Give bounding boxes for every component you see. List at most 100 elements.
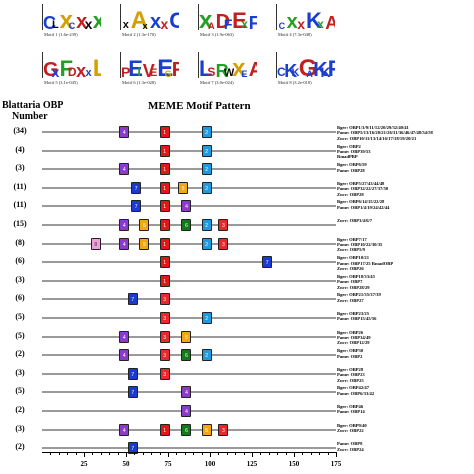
logo-letter: E <box>241 68 248 78</box>
gene-list: Bger: OBP23/25 Pame: OBP15/45/56 <box>337 311 376 322</box>
logo-letter: C <box>278 20 286 30</box>
logo-letter: D <box>215 11 231 30</box>
motif-box-7: 7 <box>131 200 142 213</box>
sequence-track <box>42 372 336 375</box>
motif-box-3: 3 <box>159 312 170 324</box>
gene-line: Bger: OBP23/25 <box>337 311 370 316</box>
x-minor-tick <box>75 452 77 455</box>
sequence-track <box>42 317 336 319</box>
x-tick-label: 100 <box>204 460 216 468</box>
sequence-track <box>42 131 336 133</box>
gene-line: Pame: OBP32/22/27/37/50 <box>337 186 389 192</box>
logo-letter: x <box>84 15 93 30</box>
gene-list: Bger: OBP2 Pame: OBP39/53 RmadPBP <box>337 144 371 160</box>
gene-list: Bger: OBP5/27/43/44/48 Pame: OBP32/22/27/… <box>337 181 388 197</box>
x-minor-tick <box>50 452 52 455</box>
motif-logo-caption: Motif 7 (3.0e-024) <box>200 80 234 85</box>
motif-box-5: 5 <box>139 237 150 250</box>
logo-letter: x <box>85 67 92 78</box>
x-minor-tick <box>319 452 321 455</box>
gene-line: RmadPBP <box>337 154 358 160</box>
x-minor-tick <box>151 452 153 455</box>
sequence-track <box>42 261 336 264</box>
gene-list: Bger: OBP42/47 Pame: OBP6/33/42 <box>337 385 374 396</box>
gene-line: Zncv: OBP28 <box>337 191 364 197</box>
motif-box-8: 8 <box>90 237 101 250</box>
gene-list: Bger: OBP46 Pame: OBP14 <box>337 404 365 415</box>
obp-count: (5) <box>15 330 25 340</box>
motif-logo-caption: Motif 3 (1.9e-063) <box>200 32 234 37</box>
motif-box-7: 7 <box>262 256 273 269</box>
logo-letter: L <box>52 19 59 30</box>
left-subtitle: Number <box>12 111 48 122</box>
motif-box-6: 6 <box>181 423 192 436</box>
motif-box-4: 4 <box>119 237 130 250</box>
logo-letter: x <box>76 11 88 30</box>
motif-box-4: 4 <box>181 200 192 213</box>
logo-letter: C <box>169 10 179 30</box>
logo-letter: L <box>93 56 101 78</box>
obp-count: (3) <box>15 274 25 284</box>
motif-logo-letters: CKKGAKKF <box>276 52 335 78</box>
motif-box-3: 3 <box>159 330 170 343</box>
logo-letter: K <box>313 59 328 78</box>
logo-letter: x <box>76 60 87 78</box>
gene-list: Bger: OBP30 Pame: OBP2 <box>337 348 363 359</box>
obp-count: (4) <box>15 144 25 154</box>
obp-count: (15) <box>13 219 27 228</box>
obp-count: (5) <box>15 312 25 321</box>
motif-box-6: 6 <box>181 349 192 362</box>
x-minor-tick <box>218 452 220 455</box>
motif-box-1: 1 <box>159 219 170 231</box>
logo-letter: A <box>130 6 148 30</box>
x-minor-tick <box>176 452 178 455</box>
logo-letter: W <box>223 67 235 78</box>
logo-letter: P <box>121 63 131 78</box>
motif-box-5: 5 <box>178 181 189 194</box>
sequence-track <box>42 186 336 189</box>
gene-list: Bger: OBP1/3/9/11/12/20/29/32/40/41 Pame:… <box>337 125 433 141</box>
motif-box-1: 1 <box>159 274 170 287</box>
logo-letter: K <box>284 60 298 78</box>
gene-line: Bger: OBP28 <box>337 366 364 372</box>
x-minor-tick <box>58 452 60 455</box>
sequence-track <box>42 149 336 152</box>
motif-box-4: 4 <box>119 423 130 436</box>
gene-line: Bger: OBP9/40 <box>337 422 367 428</box>
motif-box-5: 5 <box>181 330 192 343</box>
x-minor-tick <box>67 452 69 455</box>
gene-line: Bger: OBP2 <box>337 143 361 149</box>
gene-line: Pame: OBP23 <box>337 372 365 378</box>
obp-count: (11) <box>13 181 27 191</box>
x-tick <box>294 452 295 457</box>
motif-logo-caption: Motif 5 (3.1e-045) <box>44 80 78 85</box>
x-tick <box>210 452 211 457</box>
x-tick <box>336 452 337 457</box>
motif-box-1: 1 <box>159 181 170 194</box>
logo-letter: S <box>207 65 216 78</box>
logo-letter: C <box>277 65 286 78</box>
logo-letter: E <box>232 8 247 30</box>
logo-letter: A <box>325 13 335 30</box>
motif-box-4: 4 <box>119 126 130 138</box>
x-minor-tick <box>184 452 186 455</box>
logo-letter: x <box>286 11 298 30</box>
logo-letter: L <box>199 56 213 78</box>
x-minor-tick <box>235 452 237 455</box>
obp-count: (2) <box>15 442 25 452</box>
logo-letter: K <box>320 63 331 78</box>
gene-line: Bger: OBP10/21 <box>337 255 370 261</box>
gene-line: Bger: OBP6/14/15/22/28 <box>337 199 385 205</box>
gene-line: Pame: OBP1/4/19/24/42/44 <box>337 204 390 210</box>
motif-box-3: 3 <box>159 367 170 380</box>
sequence-track <box>42 279 336 282</box>
gene-line: Pame: OBP28 <box>337 167 365 173</box>
logo-letter: A <box>208 20 215 30</box>
gene-line: Bger: OBP42/47 <box>337 385 370 391</box>
x-minor-tick <box>134 452 136 455</box>
motif-box-2: 2 <box>201 181 212 194</box>
x-minor-tick <box>268 452 270 455</box>
motif-box-6: 6 <box>181 219 192 231</box>
gene-line: Bger: OBP5/27/43/44/48 <box>337 180 385 186</box>
logo-letter: x <box>142 20 148 30</box>
